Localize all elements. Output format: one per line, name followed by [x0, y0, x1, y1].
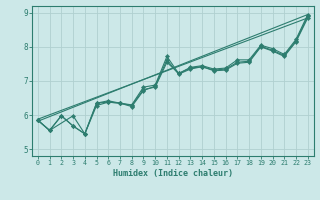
X-axis label: Humidex (Indice chaleur): Humidex (Indice chaleur): [113, 169, 233, 178]
